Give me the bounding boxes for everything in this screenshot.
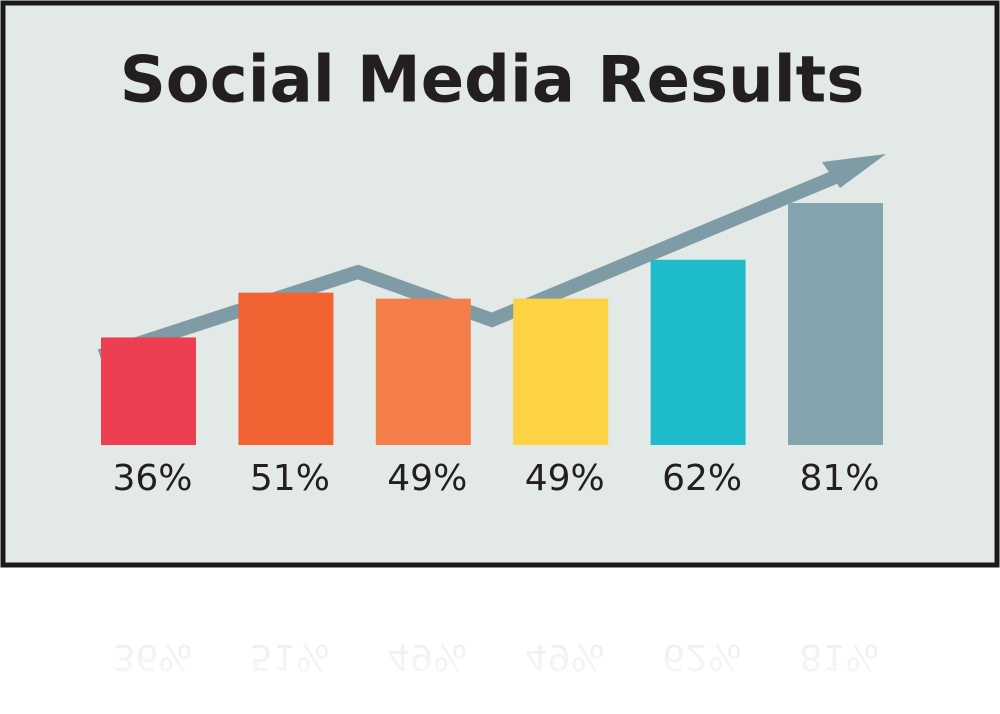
value-labels: 36% 51% 49% 49% 62% 81% (112, 458, 879, 499)
bar (788, 203, 883, 445)
value-label: 51% (250, 458, 330, 499)
value-label: 36% (112, 458, 192, 499)
bar (650, 259, 746, 445)
value-label: 49% (387, 458, 467, 499)
bar (101, 337, 196, 445)
reflection-fade (0, 575, 1000, 714)
trend-arrow (97, 163, 855, 363)
bar (238, 292, 334, 445)
chart-title: Social Media Results (120, 44, 865, 118)
bars (101, 203, 883, 445)
trend-arrow-head (822, 154, 886, 188)
value-label: 81% (799, 458, 879, 499)
value-label: 62% (662, 458, 742, 499)
value-label: 49% (525, 458, 605, 499)
bar (375, 298, 471, 445)
bar (513, 298, 609, 445)
